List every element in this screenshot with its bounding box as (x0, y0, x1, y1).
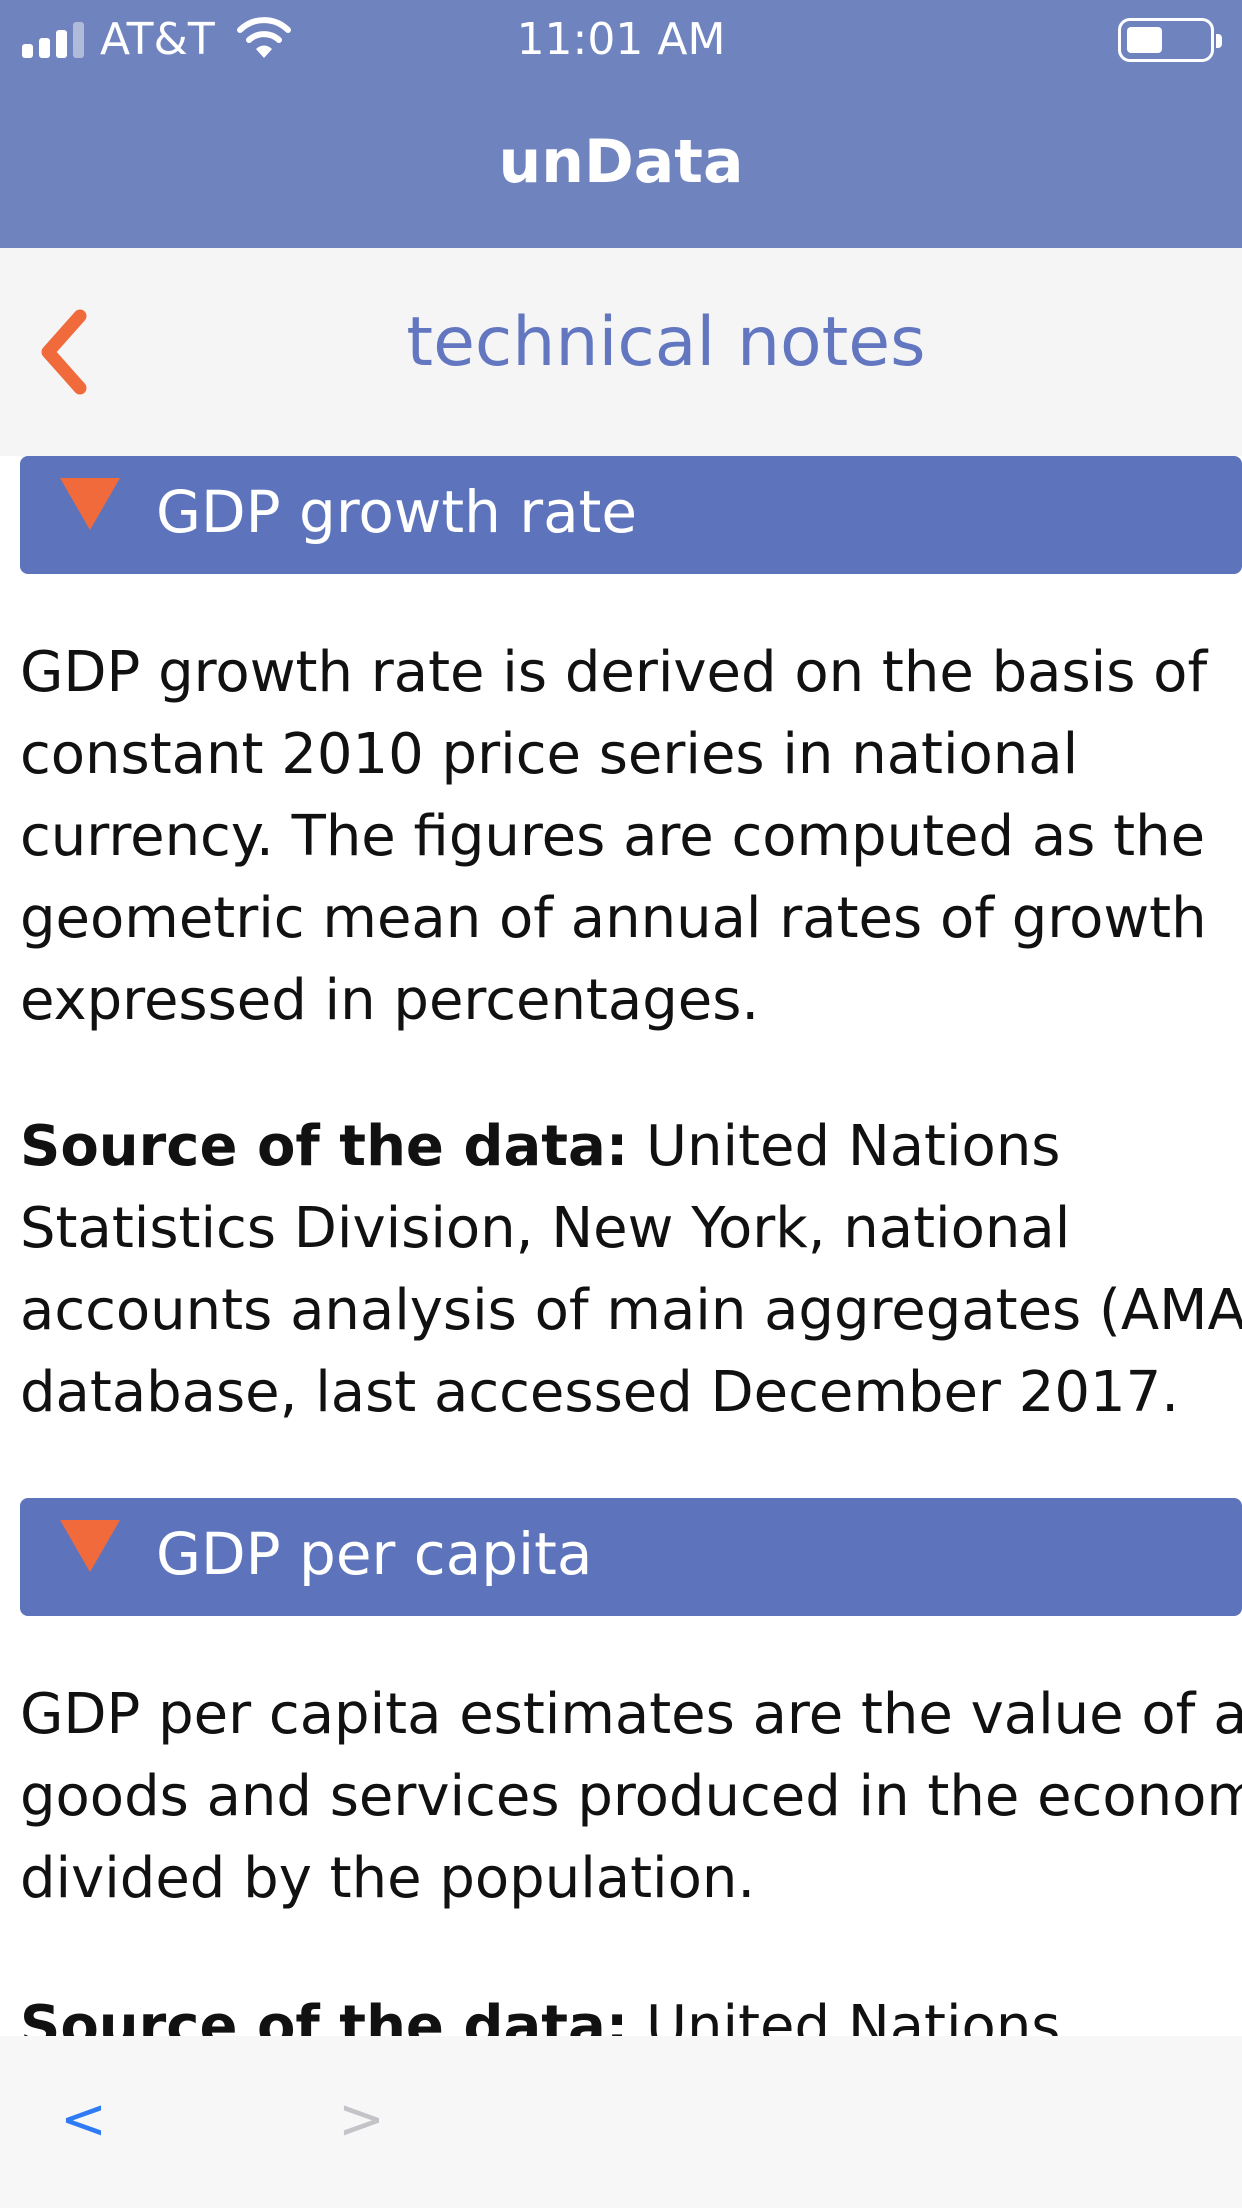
chevron-left-icon (41, 309, 87, 395)
notes-content[interactable]: GDP growth rate GDP growth rate is deriv… (0, 456, 1242, 2036)
carrier-name: AT&T (100, 14, 215, 65)
status-time: 11:01 AM (516, 14, 726, 65)
cellular-signal-icon (22, 22, 88, 58)
section-header-label: GDP per capita (156, 1520, 593, 1588)
status-bar: AT&T 11:01 AM (0, 0, 1242, 80)
source-label: Source of the data: (20, 1994, 629, 2036)
section-header-gdp-growth-rate[interactable]: GDP growth rate (20, 456, 1242, 574)
nav-header: technical notes (0, 248, 1242, 456)
top-bar: AT&T 11:01 AM unData (0, 0, 1242, 248)
battery-icon (1118, 18, 1222, 62)
back-button[interactable] (22, 302, 122, 402)
page-title: technical notes (406, 303, 926, 382)
source-paragraph: Source of the data: United Nations Stati… (20, 1114, 1242, 1425)
section-header-label: GDP growth rate (156, 478, 638, 546)
section-paragraph: GDP growth rate is derived on the basis … (20, 640, 1208, 1033)
browser-forward-button[interactable]: > (338, 2087, 385, 2152)
source-label: Source of the data: (20, 1114, 629, 1179)
triangle-down-icon (60, 1520, 120, 1572)
source-paragraph: Source of the data: United Nations (20, 1986, 1232, 2036)
wifi-icon (237, 17, 291, 58)
triangle-down-icon (60, 478, 120, 530)
app-title: unData (498, 127, 744, 197)
browser-back-button[interactable]: < (60, 2087, 107, 2152)
section-header-gdp-per-capita[interactable]: GDP per capita (20, 1498, 1242, 1616)
bottom-toolbar: < > (0, 2036, 1242, 2208)
section-paragraph: GDP per capita estimates are the value o… (20, 1682, 1242, 1911)
